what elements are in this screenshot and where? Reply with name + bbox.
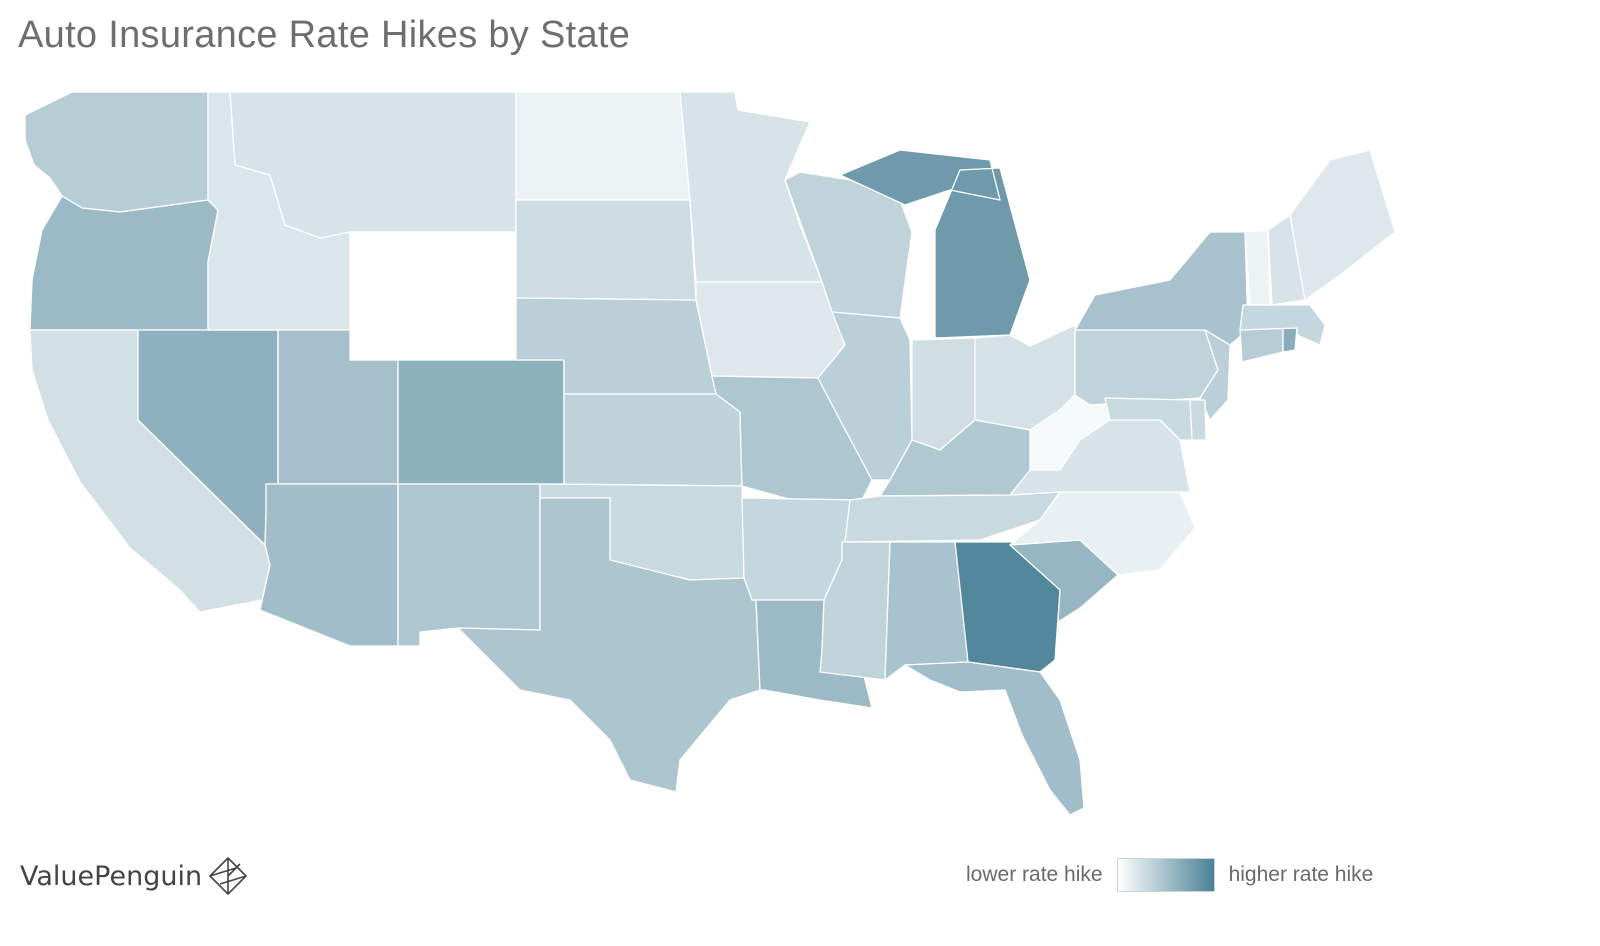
- state-illinois[interactable]: [817, 311, 913, 481]
- state-rhode-island[interactable]: [1282, 327, 1298, 353]
- state-alaska[interactable]: [99, 661, 306, 846]
- state-new-jersey[interactable]: [1199, 329, 1231, 421]
- brand-name: ValuePenguin: [20, 860, 203, 892]
- state-connecticut[interactable]: [1239, 327, 1284, 363]
- state-wisconsin[interactable]: [784, 171, 913, 319]
- state-michigan[interactable]: [839, 149, 1031, 339]
- state-south-dakota[interactable]: [515, 199, 697, 301]
- state-washington[interactable]: [24, 91, 209, 213]
- state-pennsylvania[interactable]: [1074, 329, 1219, 406]
- state-iowa[interactable]: [695, 281, 846, 379]
- state-north-dakota[interactable]: [515, 91, 691, 201]
- state-maine[interactable]: [1289, 149, 1396, 301]
- state-alabama[interactable]: [884, 541, 969, 681]
- state-maryland[interactable]: [1104, 397, 1193, 441]
- legend-high-label: higher rate hike: [1228, 863, 1374, 886]
- state-texas[interactable]: [457, 497, 761, 793]
- state-massachusetts[interactable]: [1239, 304, 1326, 346]
- legend-gradient-bar: [1116, 858, 1215, 892]
- state-arizona[interactable]: [259, 483, 399, 647]
- legend-low-label: lower rate hike: [966, 863, 1103, 886]
- state-kansas[interactable]: [563, 393, 743, 487]
- state-colorado[interactable]: [397, 359, 565, 485]
- state-vermont[interactable]: [1244, 229, 1271, 306]
- color-legend: lower rate hike higher rate hike: [966, 858, 1373, 892]
- state-wyoming[interactable]: [349, 231, 517, 361]
- state-hawaii[interactable]: [404, 757, 531, 856]
- brand-logo: ValuePenguin: [20, 856, 248, 896]
- penguin-diamond-logo-icon: [209, 857, 247, 895]
- state-florida[interactable]: [904, 661, 1085, 816]
- state-oregon[interactable]: [29, 195, 219, 331]
- state-delaware[interactable]: [1189, 399, 1207, 441]
- state-new-york[interactable]: [1074, 231, 1249, 346]
- map-title: Auto Insurance Rate Hikes by State: [18, 14, 631, 56]
- state-new-mexico[interactable]: [397, 483, 541, 647]
